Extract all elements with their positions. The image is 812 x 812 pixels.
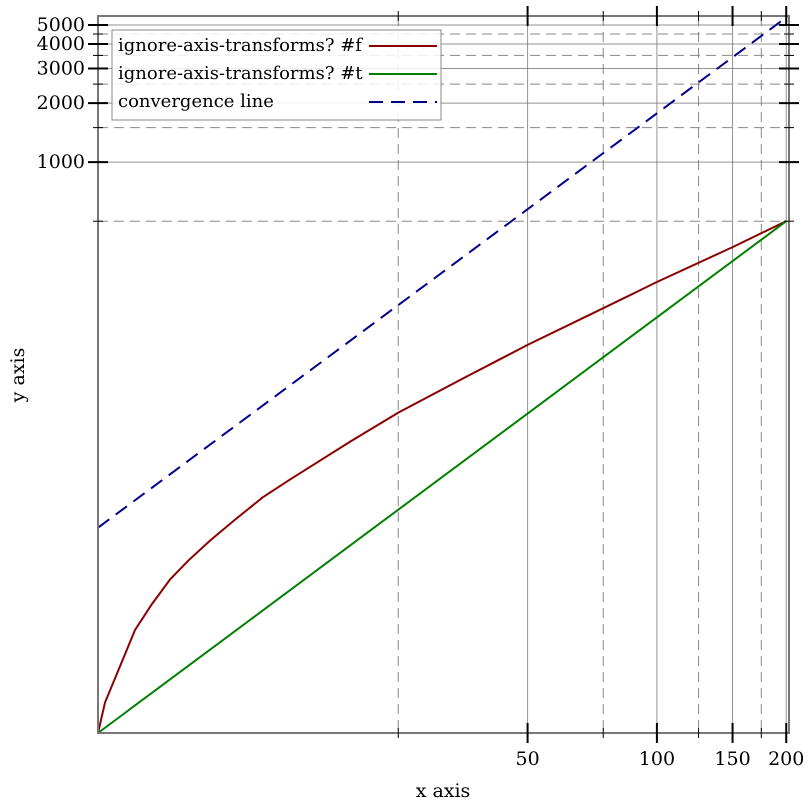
series-line-3 [97, 14, 790, 529]
x-axis-label: x axis [416, 780, 471, 802]
gridlines [98, 16, 789, 733]
series-layer [97, 14, 790, 734]
axes [88, 6, 799, 743]
x-tick-label: 150 [714, 748, 750, 770]
plot-frame [97, 15, 790, 734]
y-tick-label: 5000 [37, 14, 85, 36]
y-tick-label: 2000 [37, 92, 85, 114]
series-line-2 [97, 220, 787, 734]
series-line-1 [97, 220, 787, 734]
legend: ignore-axis-transforms? #f ignore-axis-t… [111, 29, 442, 121]
x-tick-label: 200 [768, 748, 804, 770]
y-tick-label: 3000 [37, 58, 85, 80]
legend-label-series-2: ignore-axis-transforms? #t [118, 63, 363, 84]
legend-label-series-1: ignore-axis-transforms? #f [118, 35, 363, 56]
y-axis-label: y axis [7, 348, 29, 404]
legend-label-series-3: convergence line [118, 91, 274, 112]
x-tick-label: 100 [639, 748, 675, 770]
y-tick-label: 1000 [37, 151, 85, 173]
x-tick-label: 50 [515, 748, 539, 770]
y-tick-label: 4000 [37, 33, 85, 55]
